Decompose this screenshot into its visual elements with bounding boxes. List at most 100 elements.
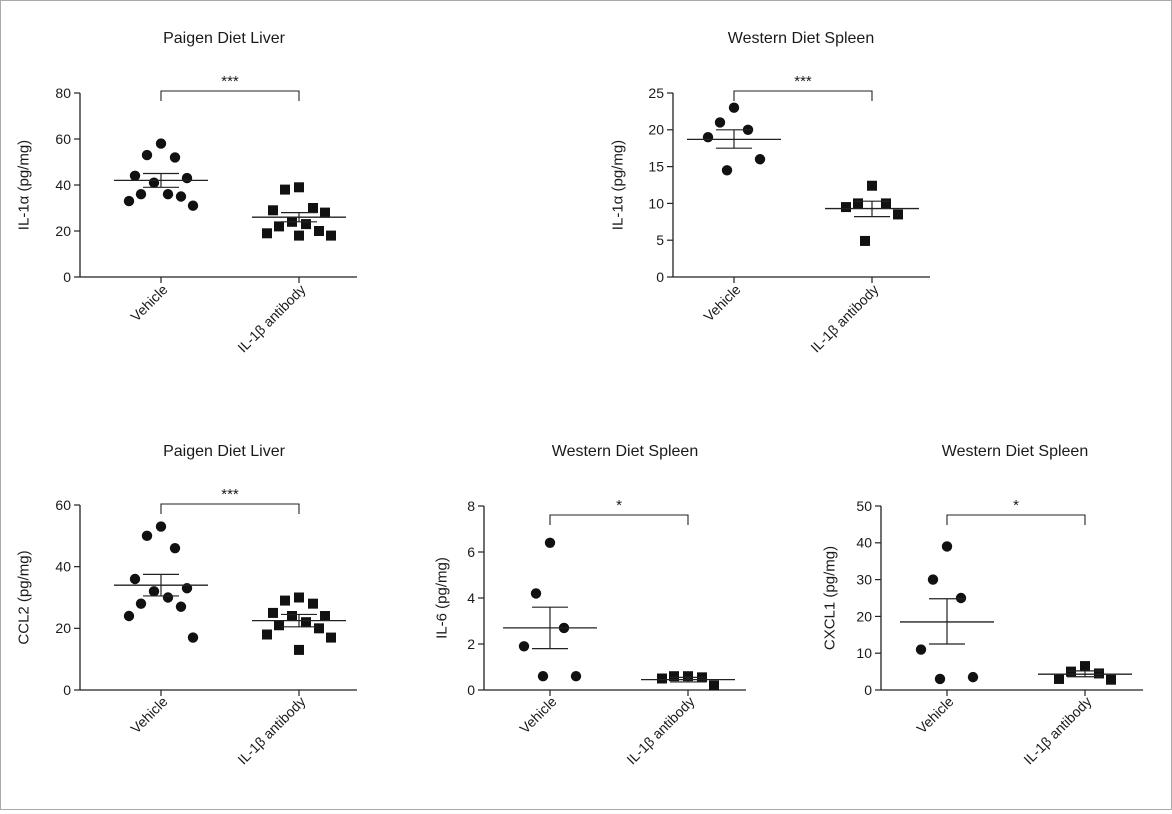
data-point-square [301,219,311,230]
data-point-circle [181,172,193,184]
y-tick-label: 40 [55,177,71,193]
data-point-square [268,205,278,216]
data-point-circle [175,191,187,202]
data-point-square [657,673,667,684]
data-point-circle [941,541,953,552]
y-axis-label: IL-6 (pg/mg) [433,557,450,639]
data-point-square [280,595,290,606]
y-tick-label: 0 [864,682,872,698]
y-tick-label: 0 [467,682,475,698]
data-point-square [881,198,891,209]
chart-title: Western Diet Spleen [942,443,1088,460]
significance-label: *** [794,73,812,90]
y-tick-label: 10 [648,195,664,211]
data-point-circle [162,189,174,200]
y-tick-label: 40 [55,559,71,575]
y-tick-label: 40 [856,535,872,551]
y-tick-label: 8 [467,498,475,514]
data-point-circle [187,200,199,211]
significance-bracket [160,503,300,514]
y-tick-label: 0 [63,269,71,285]
data-point-circle [728,102,740,113]
y-tick-label: 10 [856,645,872,661]
chart-panel-1: Paigen Diet Liver IL-1α (pg/mg) 0 20 40 60 80 V… [15,30,357,356]
data-point-circle [129,573,141,585]
data-point-square [314,226,324,236]
data-point-circle [518,641,530,652]
chart-panel-3: Paigen Diet Liver CCL2 (pg/mg) 0 20 40 60 Vehi… [15,443,357,768]
y-tick-label: 20 [856,608,872,624]
data-point-circle [155,521,167,532]
data-point-square [294,182,304,193]
x-category-label: IL-1β antibody [234,693,308,767]
data-point-square [274,221,284,232]
x-category-label: IL-1β antibody [234,281,308,355]
data-point-square [308,598,318,609]
y-tick-label: 2 [467,636,475,652]
x-category-label: Vehicle [127,281,170,324]
data-point-circle [162,592,174,603]
y-tick-label: 20 [648,122,664,138]
data-point-circle [702,131,714,143]
significance-bracket [549,514,689,525]
y-tick-label: 80 [55,85,71,101]
data-point-square [308,203,318,213]
x-category-label: Vehicle [913,693,956,736]
data-point-square [709,680,719,691]
significance-bracket [160,90,300,101]
significance-bracket [946,514,1086,525]
x-category-label: IL-1β antibody [807,281,881,355]
y-tick-label: 50 [856,498,872,514]
data-point-square [1080,661,1090,672]
data-point-square [1054,673,1064,684]
chart-title: Western Diet Spleen [728,30,874,47]
data-point-circle [955,592,967,604]
data-point-circle [530,588,542,599]
data-point-square [841,202,851,213]
data-point-circle [155,138,167,149]
y-tick-label: 15 [648,159,664,175]
chart-panel-4: Western Diet Spleen IL-6 (pg/mg) 0 2 4 6 8 Vehi… [433,443,746,768]
x-category-label: Vehicle [516,693,559,736]
data-point-circle [754,154,766,165]
data-point-circle [967,671,979,683]
data-point-square [294,592,304,603]
data-point-circle [169,152,181,163]
data-point-square [669,671,679,682]
data-point-circle [714,117,726,128]
data-point-square [326,230,336,241]
data-point-square [867,180,877,191]
data-point-square [1106,674,1116,685]
x-category-label: IL-1β antibody [1020,693,1094,767]
chart-panel-5: Western Diet Spleen CXCL1 (pg/mg) 0 10 20 30 4… [821,443,1143,768]
y-tick-label: 4 [467,590,475,606]
y-tick-label: 60 [55,131,71,147]
data-point-square [320,611,330,621]
data-point-circle [537,671,549,682]
data-point-square [314,623,324,634]
y-tick-label: 60 [55,497,71,513]
data-point-square [262,228,272,239]
data-point-square [294,644,304,655]
chart-title: Paigen Diet Liver [163,30,286,47]
data-point-square [294,230,304,241]
data-point-circle [187,632,199,643]
data-point-circle [175,601,187,612]
data-point-circle [135,598,147,609]
data-point-square [683,671,693,682]
y-tick-label: 30 [856,572,872,588]
data-point-square [274,620,284,631]
data-point-circle [148,177,160,188]
y-axis-label: IL-1α (pg/mg) [609,140,626,230]
y-tick-label: 5 [656,232,664,248]
data-point-circle [934,673,946,685]
significance-label: * [616,497,622,514]
data-point-square [893,209,903,220]
data-point-square [326,632,336,643]
y-tick-label: 6 [467,544,475,560]
data-point-circle [927,574,939,585]
data-point-square [1066,666,1076,677]
data-point-circle [141,530,153,542]
